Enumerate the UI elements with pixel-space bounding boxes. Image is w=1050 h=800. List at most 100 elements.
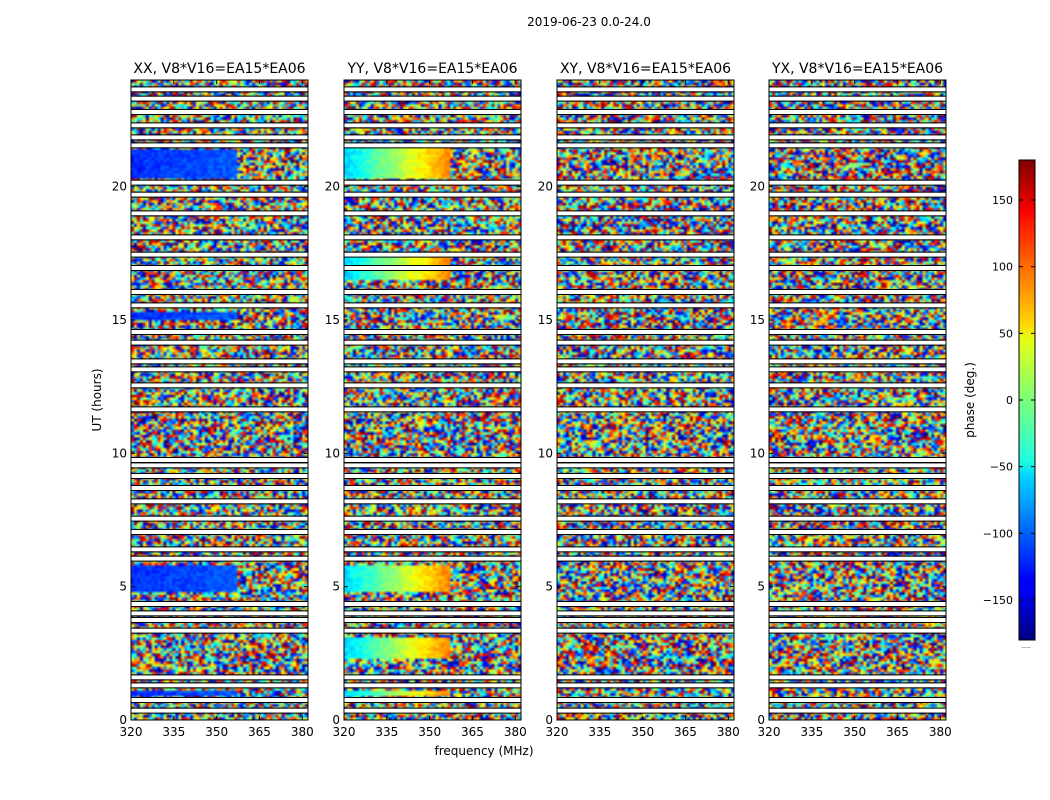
flagged-row [131, 463, 308, 468]
flagged-row [769, 628, 946, 633]
flagged-row [557, 556, 734, 561]
flagged-row [557, 211, 734, 216]
x-tick-label: 335 [800, 725, 823, 739]
flagged-row [344, 556, 521, 561]
panel-heatmap [131, 80, 308, 720]
x-axis-label: frequency (MHz) [434, 744, 533, 758]
flagged-row [557, 458, 734, 462]
y-tick-label: 10 [112, 446, 127, 460]
x-tick-label: 335 [588, 725, 611, 739]
flagged-row [769, 367, 946, 372]
flagged-row [557, 180, 734, 185]
flagged-row [769, 407, 946, 412]
colorbar-tick-label: 0 [1006, 394, 1013, 407]
flagged-row [131, 458, 308, 462]
flagged-row [131, 618, 308, 622]
colorbar-tick-label: −100 [983, 527, 1013, 540]
x-tick-label: 380 [929, 725, 952, 739]
flagged-row [557, 367, 734, 372]
flagged-row [557, 499, 734, 504]
flagged-row [557, 235, 734, 240]
y-tick-label: 0 [757, 713, 765, 727]
flagged-row [769, 708, 946, 713]
flagged-row [131, 530, 308, 534]
flagged-row [344, 266, 521, 270]
flagged-row [769, 330, 946, 334]
flagged-row [344, 516, 521, 521]
flagged-row [131, 486, 308, 490]
y-tick-label: 10 [750, 446, 765, 460]
flagged-row [131, 383, 308, 388]
flagged-row [131, 266, 308, 270]
y-axis-label: UT (hours) [90, 368, 104, 431]
flagged-row [769, 463, 946, 468]
flagged-row [769, 359, 946, 364]
colorbar-footnote: ..... [1021, 643, 1031, 650]
flagged-row [344, 675, 521, 680]
flagged-row [557, 618, 734, 622]
panel-title: YX, V8*V16=EA15*EA06 [771, 61, 943, 77]
flagged-row [131, 499, 308, 504]
flagged-row [557, 110, 734, 114]
y-tick-label: 0 [545, 713, 553, 727]
flagged-row [344, 611, 521, 616]
flagged-row [344, 698, 521, 702]
x-tick-label: 335 [375, 725, 398, 739]
x-tick-label: 365 [461, 725, 484, 739]
colorbar-tick-label: −50 [990, 461, 1013, 474]
flagged-row [557, 611, 734, 616]
flagged-row [769, 474, 946, 478]
flagged-row [344, 96, 521, 101]
y-tick-label: 5 [757, 580, 765, 594]
flagged-row [557, 602, 734, 606]
flagged-row [769, 340, 946, 345]
flagged-row [769, 698, 946, 702]
flagged-row [769, 135, 946, 140]
flagged-row [131, 303, 308, 308]
flagged-row [344, 143, 521, 148]
flagged-row [557, 123, 734, 128]
flagged-row [344, 708, 521, 713]
flagged-row [344, 359, 521, 364]
flagged-row [344, 383, 521, 388]
flagged-row [769, 290, 946, 294]
y-tick-label: 10 [325, 446, 340, 460]
colorbar-label: phase (deg.) [963, 362, 977, 438]
flagged-row [557, 192, 734, 197]
flagged-row [557, 252, 734, 257]
x-tick-label: 365 [674, 725, 697, 739]
flagged-row [557, 407, 734, 412]
flagged-row [557, 143, 734, 148]
flagged-row [131, 698, 308, 702]
flagged-row [769, 602, 946, 606]
flagged-row [557, 530, 734, 534]
panel-xy: XY, V8*V16=EA15*EA06 320 335 350 365 380 0 5 10 1… [538, 61, 740, 739]
y-tick-label: 20 [112, 180, 127, 194]
flagged-row [769, 618, 946, 622]
flagged-row [131, 611, 308, 616]
flagged-row [344, 330, 521, 334]
y-tick-label: 10 [538, 446, 553, 460]
colorbar: −150 −100 −50 0 50 100 150 phase (deg.) ..... [963, 159, 1036, 650]
y-tick-label: 20 [750, 180, 765, 194]
flagged-row [769, 516, 946, 521]
flagged-row [557, 383, 734, 388]
colorbar-tick-label: 150 [992, 194, 1013, 207]
flagged-row [344, 367, 521, 372]
flagged-row [769, 683, 946, 688]
flagged-row [344, 407, 521, 412]
flagged-row [769, 383, 946, 388]
flagged-row [344, 340, 521, 345]
x-tick-label: 350 [631, 725, 654, 739]
y-tick-label: 15 [112, 313, 127, 327]
flagged-row [557, 698, 734, 702]
flagged-row [557, 547, 734, 552]
flagged-row [769, 486, 946, 490]
panel-frame [768, 79, 947, 721]
panel-frame [556, 79, 735, 721]
flagged-row [131, 143, 308, 148]
flagged-row [769, 192, 946, 197]
flagged-row [557, 359, 734, 364]
flagged-row [769, 110, 946, 114]
